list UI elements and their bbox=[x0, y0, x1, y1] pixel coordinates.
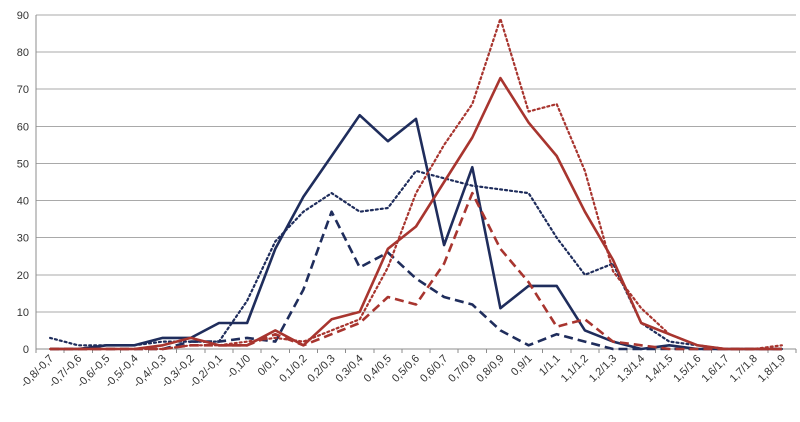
x-tick-label: -0,1/0 bbox=[225, 353, 253, 381]
x-tick-label: 1,4/1,5 bbox=[643, 353, 675, 385]
x-tick-label: 0,5/0,6 bbox=[390, 353, 422, 385]
y-tick-label: 90 bbox=[17, 10, 29, 22]
x-tick-label: 1,3/1,4 bbox=[615, 353, 647, 385]
x-tick-label: 1,6/1,7 bbox=[699, 353, 731, 385]
series-line-4-solid bbox=[50, 76, 782, 351]
x-axis-tick-labels: -0,8/-0,7-0,7/-0,6-0,6/-0,5-0,5/-0,4-0,4… bbox=[19, 353, 788, 390]
series-line-5-dashed bbox=[50, 191, 782, 351]
y-tick-label: 40 bbox=[17, 196, 29, 208]
series-line-1-solid bbox=[50, 113, 782, 351]
x-tick-label: 0,8/0,9 bbox=[474, 353, 506, 385]
series-lines bbox=[48, 17, 784, 351]
x-tick-label: 1/1,1 bbox=[537, 353, 563, 379]
x-tick-label: 0,7/0,8 bbox=[446, 353, 478, 385]
y-tick-label: 80 bbox=[17, 47, 29, 59]
series-line-2-dashed bbox=[50, 210, 782, 351]
x-tick-label: 0,1/0,2 bbox=[277, 353, 309, 385]
gridlines bbox=[36, 14, 796, 313]
x-tick-label: 0,6/0,7 bbox=[418, 353, 450, 385]
y-tick-label: 50 bbox=[17, 158, 29, 170]
y-axis-tick-labels: 0 10 20 30 40 50 60 70 80 90 bbox=[17, 10, 29, 356]
series-line-3-dotted bbox=[48, 169, 784, 351]
y-tick-label: 70 bbox=[17, 84, 29, 96]
x-tick-label: 1,1/1,2 bbox=[559, 353, 591, 385]
y-tick-label: 0 bbox=[23, 344, 29, 356]
x-tick-label: 1,5/1,6 bbox=[671, 353, 703, 385]
y-tick-label: 60 bbox=[17, 121, 29, 133]
x-tick-label: 0,2/0,3 bbox=[305, 353, 337, 385]
x-tick-label: 0,4/0,5 bbox=[362, 353, 394, 385]
x-tick-label: 1,8/1,9 bbox=[756, 353, 788, 385]
y-tick-label: 20 bbox=[17, 270, 29, 282]
y-tick-label: 10 bbox=[17, 307, 29, 319]
x-tick-label: 0,9/1 bbox=[509, 353, 535, 379]
x-tick-label: 0/0,1 bbox=[256, 353, 282, 379]
y-tick-label: 30 bbox=[17, 233, 29, 245]
axes bbox=[35, 15, 797, 353]
x-tick-label: 1,7/1,8 bbox=[728, 353, 760, 385]
x-tick-label: 0,3/0,4 bbox=[334, 353, 366, 385]
x-tick-label: 1,2/1,3 bbox=[587, 353, 619, 385]
series-line-6-dotted bbox=[48, 17, 784, 351]
